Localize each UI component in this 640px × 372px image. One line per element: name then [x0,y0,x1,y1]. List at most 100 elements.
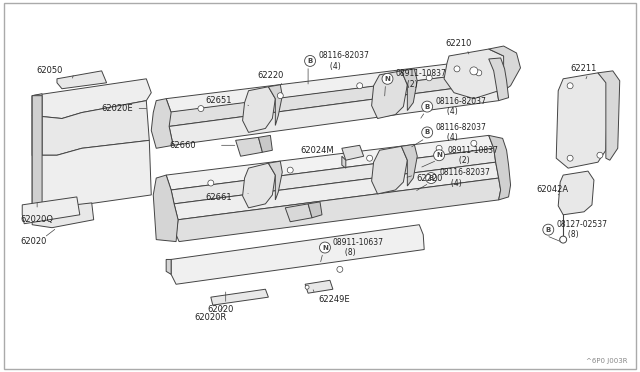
Polygon shape [236,137,262,156]
Text: B: B [424,103,430,110]
Text: 08127-02537
     (8): 08127-02537 (8) [556,220,607,239]
Circle shape [367,155,372,161]
Polygon shape [285,204,312,222]
Text: 62210: 62210 [446,39,472,48]
Circle shape [422,127,433,138]
Text: 62020R: 62020R [195,312,227,321]
Text: 62661: 62661 [206,193,232,202]
Circle shape [305,285,309,289]
Polygon shape [166,135,493,190]
Polygon shape [174,162,499,220]
Text: 62651: 62651 [206,96,232,105]
Circle shape [319,242,330,253]
Polygon shape [401,69,417,110]
Circle shape [208,180,214,186]
Text: 08911-10837
     (2): 08911-10837 (2) [447,145,498,165]
Text: B: B [424,129,430,135]
Polygon shape [305,280,333,293]
Polygon shape [243,87,275,132]
Polygon shape [268,161,282,200]
Polygon shape [169,83,499,145]
Polygon shape [171,225,424,284]
Polygon shape [57,71,107,89]
Polygon shape [342,156,346,168]
Polygon shape [32,140,151,210]
Text: 08116-82037
     (4): 08116-82037 (4) [435,123,486,142]
Polygon shape [166,71,495,126]
Circle shape [356,83,363,89]
Text: 08116-82037
     (4): 08116-82037 (4) [439,169,490,188]
Polygon shape [32,79,151,119]
Text: B: B [307,58,313,64]
Circle shape [337,266,343,272]
Circle shape [434,150,445,161]
Circle shape [277,93,284,99]
Text: 62020Q: 62020Q [20,215,53,224]
Text: 62220: 62220 [257,71,284,80]
Circle shape [470,67,478,75]
Polygon shape [372,71,407,119]
Text: 62020: 62020 [207,305,234,314]
Text: 62249E: 62249E [318,295,349,304]
Polygon shape [489,58,509,101]
Polygon shape [153,175,178,241]
Polygon shape [32,101,149,155]
Text: 62211: 62211 [570,64,596,73]
Text: 08911-10837
     (2): 08911-10837 (2) [396,69,446,89]
Text: B: B [429,175,434,181]
Polygon shape [342,145,364,160]
Text: N: N [322,244,328,250]
Circle shape [476,70,482,76]
Polygon shape [259,135,273,152]
Circle shape [567,83,573,89]
Text: 08116-82037
     (4): 08116-82037 (4) [318,51,369,71]
Text: N: N [436,152,442,158]
Polygon shape [171,148,495,204]
Polygon shape [166,59,493,113]
Text: ^6P0 J003R: ^6P0 J003R [586,357,628,364]
Circle shape [567,155,573,161]
Polygon shape [598,71,620,160]
Circle shape [436,145,442,151]
Polygon shape [151,99,173,148]
Text: 62660: 62660 [169,141,196,150]
Polygon shape [372,146,407,194]
Polygon shape [558,171,594,215]
Circle shape [305,55,316,66]
Polygon shape [489,46,520,91]
Circle shape [454,66,460,72]
Circle shape [198,106,204,112]
Circle shape [426,75,432,81]
Circle shape [422,101,433,112]
Circle shape [560,236,566,243]
Polygon shape [32,96,42,210]
Polygon shape [211,289,268,305]
Polygon shape [401,144,417,186]
Text: 62050: 62050 [37,66,63,76]
Polygon shape [444,49,509,99]
Text: 62024M: 62024M [300,146,334,155]
Text: 62020: 62020 [20,237,47,246]
Text: 08911-10637
     (8): 08911-10637 (8) [333,238,384,257]
Polygon shape [166,259,171,274]
Text: N: N [385,76,390,82]
Text: 62220: 62220 [416,174,443,183]
Text: 62020E: 62020E [102,104,133,113]
Polygon shape [176,178,500,241]
Circle shape [471,140,477,146]
Circle shape [426,173,436,183]
Circle shape [287,167,293,173]
Polygon shape [556,73,608,168]
Polygon shape [489,135,511,200]
Polygon shape [22,197,80,224]
Polygon shape [268,85,282,125]
Polygon shape [243,163,275,208]
Polygon shape [308,202,322,218]
Text: B: B [546,227,551,232]
Polygon shape [32,203,93,228]
Polygon shape [32,94,42,158]
Circle shape [382,73,393,84]
Circle shape [543,224,554,235]
Circle shape [597,152,603,158]
Text: 62042A: 62042A [536,186,568,195]
